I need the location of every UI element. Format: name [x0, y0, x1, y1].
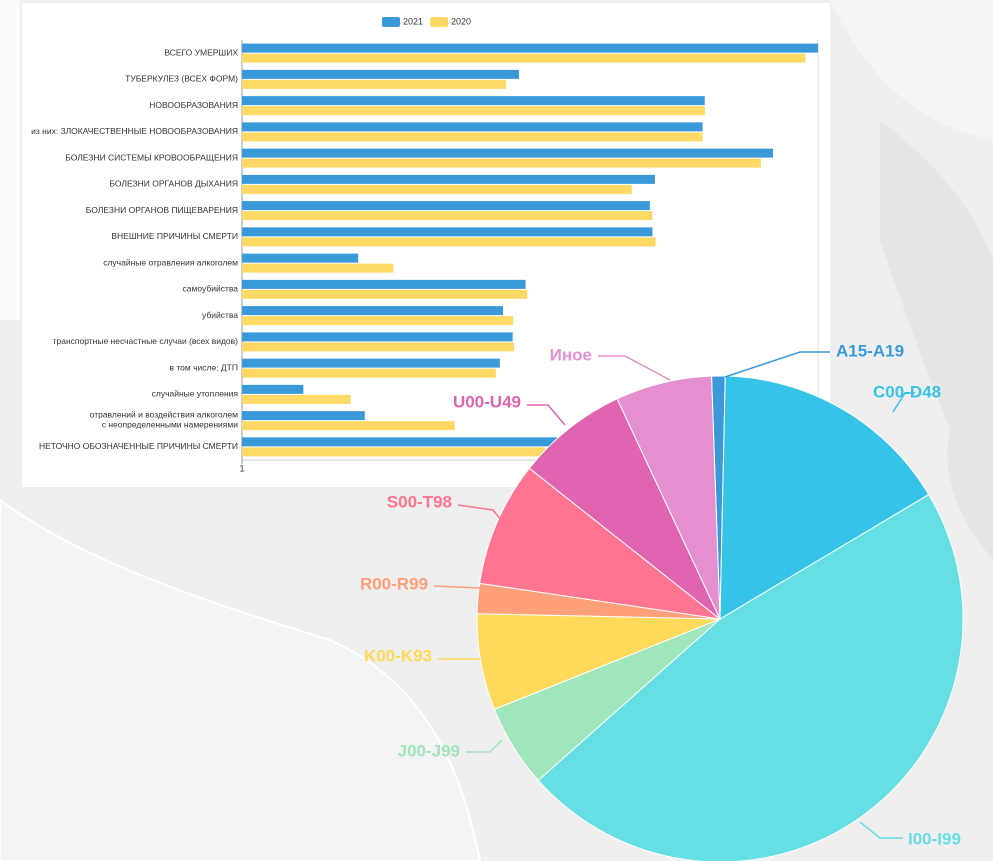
category-label: отравлений и воздействия алкоголем с неоп… [90, 410, 239, 430]
bar [242, 106, 705, 116]
bar [242, 368, 496, 378]
bar [242, 237, 656, 247]
leader-line [892, 392, 915, 413]
bar [242, 43, 818, 53]
category-label: НОВООБРАЗОВАНИЯ [149, 100, 238, 110]
slice-label: I00-I99 [908, 829, 961, 848]
bar [242, 421, 455, 431]
legend-label: 2020 [451, 16, 471, 26]
bar [242, 437, 561, 447]
bar [242, 174, 655, 184]
slice-label: U00-U49 [453, 392, 521, 411]
slice-label: C00-D48 [873, 382, 941, 401]
category-label: ВСЕГО УМЕРШИХ [164, 47, 238, 57]
bar [242, 253, 359, 263]
legend-label: 2021 [403, 16, 423, 26]
legend-swatch [430, 17, 448, 27]
bar [242, 96, 705, 106]
bar [242, 122, 703, 132]
bar [242, 447, 545, 457]
bar [242, 132, 703, 142]
bar [242, 148, 773, 158]
pie-slice [616, 375, 721, 620]
bar [242, 342, 514, 352]
category-label: БОЛЕЗНИ СИСТЕМЫ КРОВООБРАЩЕНИЯ [65, 152, 238, 162]
category-label: случайные отравления алкоголем [103, 257, 238, 267]
category-label: из них: ЗЛОКАЧЕСТВЕННЫЕ НОВООБРАЗОВАНИЯ [31, 126, 238, 136]
leader-line [527, 404, 566, 426]
category-label: убийства [202, 310, 238, 320]
slice-label: Иное [550, 345, 592, 364]
pie-slice [528, 398, 721, 620]
bar [242, 53, 806, 63]
leader-line [859, 821, 903, 839]
category-label: самоубийства [183, 284, 239, 294]
bar [242, 394, 351, 404]
category-label: БОЛЕЗНИ ОРГАНОВ ДЫХАНИЯ [109, 179, 238, 189]
pie-slice [537, 493, 964, 861]
bar [242, 158, 761, 168]
pie-slice [479, 467, 722, 620]
bar [242, 184, 632, 194]
category-label: НЕТОЧНО ОБОЗНАЧЕННЫЕ ПРИЧИНЫ СМЕРТИ [39, 441, 238, 451]
bar [242, 332, 513, 342]
bar [242, 384, 304, 394]
map-region [0, 498, 482, 861]
slice-label: A15-A19 [836, 341, 904, 360]
slice-label: K00-K93 [364, 646, 432, 665]
bar [242, 289, 528, 299]
bar [242, 69, 519, 79]
bar [242, 411, 365, 421]
leader-line [466, 739, 503, 753]
leader-line [457, 504, 506, 526]
category-label: ТУБЕРКУЛЕЗ (ВСЕХ ФОРМ) [125, 74, 238, 84]
bar [242, 279, 526, 289]
bar [242, 201, 650, 211]
category-label: случайные утопления [152, 389, 239, 399]
x-tick-label: 1 [239, 463, 244, 473]
slice-label: R00-R99 [360, 574, 428, 593]
category-label: транспортные несчастные случаи (всех вид… [53, 336, 239, 346]
category-label: БОЛЕЗНИ ОРГАНОВ ПИЩЕВАРЕНИЯ [86, 205, 238, 215]
bar [242, 316, 514, 326]
bar [242, 306, 504, 316]
bar [242, 358, 500, 368]
leader-line [598, 355, 671, 381]
slice-label: S00-T98 [387, 492, 452, 511]
pie-slice [719, 375, 930, 620]
category-label: ВНЕШНИЕ ПРИЧИНЫ СМЕРТИ [111, 231, 238, 241]
leader-line [433, 585, 481, 589]
bar [242, 227, 653, 237]
bar [242, 263, 394, 273]
slice-label: J00-J99 [398, 741, 460, 760]
category-label: в том числе: ДТП [169, 362, 238, 372]
table-fragment [0, 0, 20, 320]
map-region [0, 0, 993, 140]
legend-swatch [382, 17, 400, 27]
leader-line [724, 351, 830, 378]
map-region [880, 120, 993, 560]
bar [242, 211, 653, 221]
bar [242, 79, 507, 89]
